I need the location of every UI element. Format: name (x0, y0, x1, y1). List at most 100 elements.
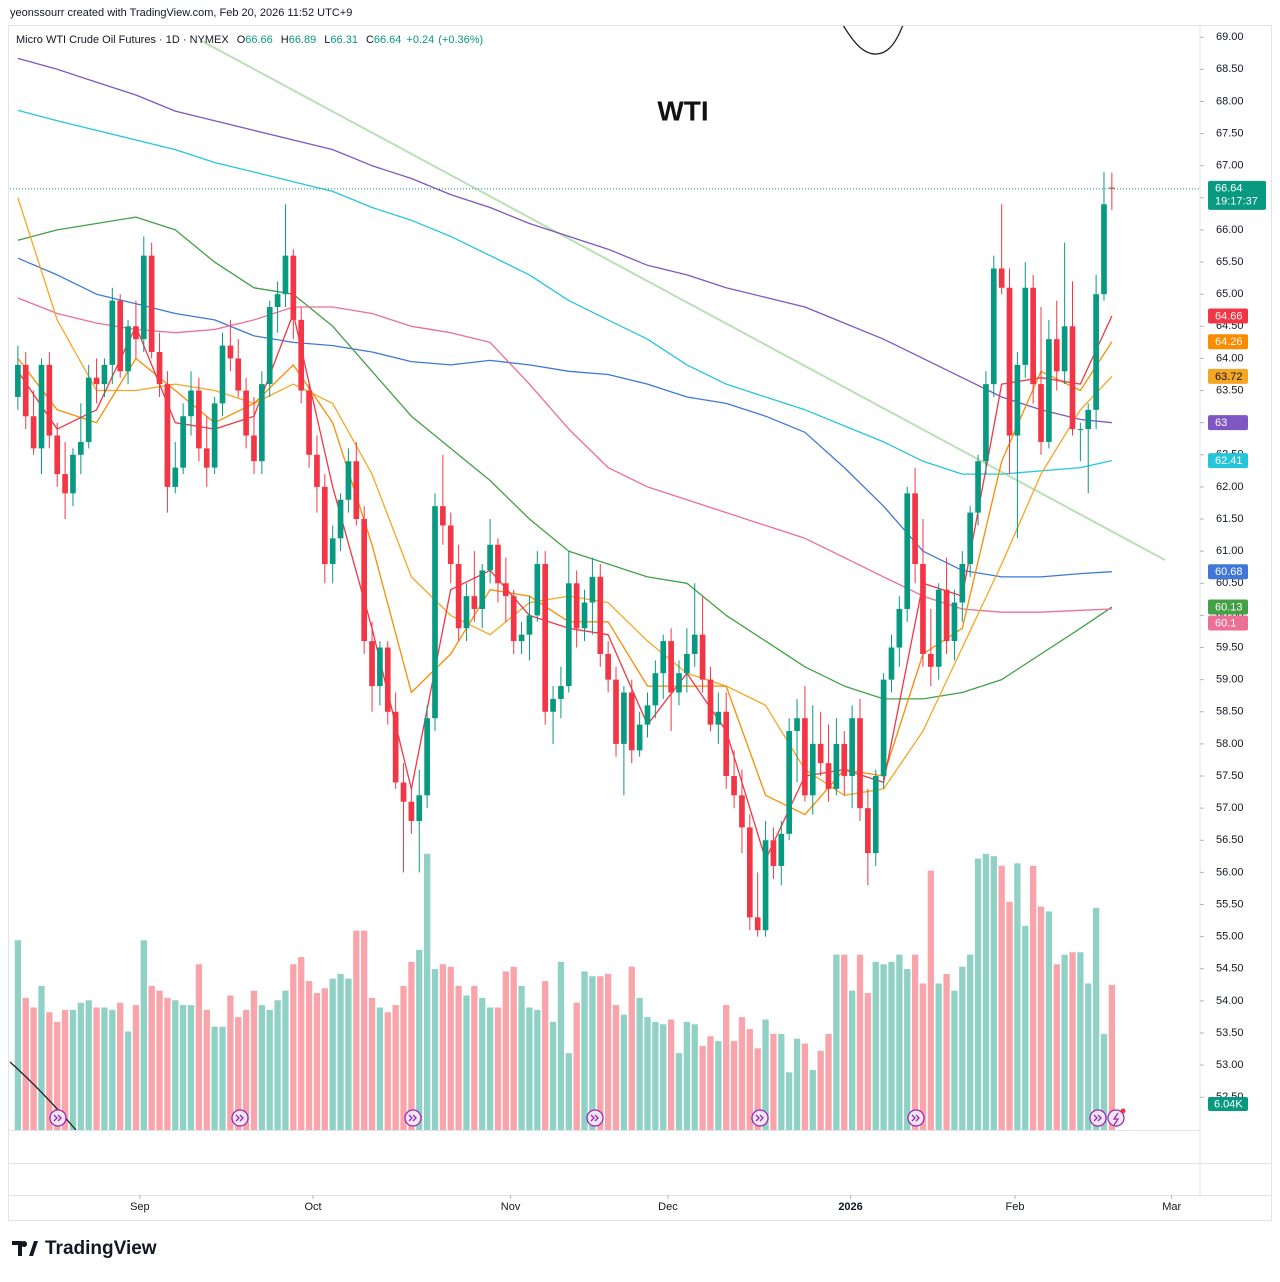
candle-body (809, 743, 816, 796)
event-icon[interactable] (231, 1109, 249, 1127)
volume-bar (628, 966, 635, 1130)
candle-body (565, 583, 572, 687)
volume-bar (951, 990, 958, 1130)
y-tick-label: 54.50 (1216, 963, 1244, 975)
change-percent: (+0.36%) (438, 34, 483, 46)
event-icon[interactable] (404, 1109, 422, 1127)
candle-body (872, 776, 879, 854)
y-tick-label: 53.00 (1216, 1059, 1244, 1071)
volume-bar (612, 1005, 620, 1130)
volume-bar (589, 976, 596, 1130)
candle-body (990, 268, 997, 385)
volume-bar (77, 1002, 84, 1130)
volume-bar (982, 853, 990, 1130)
volume-bar (864, 993, 872, 1130)
y-tick-label: 59.50 (1216, 641, 1244, 653)
candle-body (70, 454, 76, 494)
candle-body (109, 300, 116, 365)
volume-bar (888, 961, 895, 1130)
y-tick-label: 64.00 (1216, 352, 1244, 364)
candle-body (30, 416, 37, 449)
candle-body (707, 679, 714, 725)
y-tick-label: 55.00 (1216, 931, 1244, 943)
volume-bar (597, 976, 604, 1130)
candle-body (1101, 204, 1107, 295)
candle-body (573, 583, 580, 629)
candle-body (613, 679, 619, 744)
candle-body (746, 827, 753, 918)
event-icon[interactable] (1107, 1109, 1125, 1127)
frame (8, 25, 1272, 1221)
candle-body (542, 564, 549, 712)
candle-body (1030, 287, 1036, 385)
volume-bar (30, 1007, 37, 1130)
event-icon[interactable] (907, 1109, 925, 1127)
candle-body (337, 499, 344, 539)
volume-bar (856, 954, 864, 1130)
candle-body (298, 319, 305, 391)
volume-bar (817, 1050, 824, 1130)
volume-bar (447, 966, 454, 1130)
candle-body (589, 576, 596, 603)
volume-bar (707, 1036, 714, 1130)
candle-body (495, 544, 501, 584)
volume-bar (329, 978, 336, 1130)
ma-flag (1208, 308, 1248, 324)
price-flag (1208, 180, 1266, 210)
event-icon[interactable] (1089, 1109, 1107, 1127)
ma-flag (1208, 334, 1248, 350)
volume-bar (660, 1024, 667, 1130)
candle-layer (15, 172, 1115, 937)
candle-body (1014, 364, 1021, 436)
candle-body (203, 448, 210, 468)
volume-bar (211, 1026, 218, 1130)
candle-body (432, 506, 438, 719)
candle-body (1093, 294, 1099, 410)
volume-bar (605, 973, 612, 1130)
moving-average (17, 257, 1112, 578)
candle-body (321, 486, 328, 565)
volume-bar (282, 990, 289, 1130)
volume-bar (998, 865, 1005, 1130)
volume-bar (1053, 964, 1060, 1130)
volume-bar (644, 1017, 651, 1130)
candle-body (243, 390, 249, 436)
price-axis: 69.0068.5068.0067.5067.0066.5066.0065.50… (1200, 31, 1244, 1103)
candle-body (652, 673, 659, 706)
volume-bar (1045, 911, 1053, 1130)
volume-bar (416, 949, 423, 1130)
candle-body (1006, 287, 1013, 436)
candle-body (865, 808, 871, 854)
candle-body (1038, 384, 1044, 442)
event-icons (49, 1109, 1125, 1127)
candle-body (266, 307, 273, 385)
volume-bar (990, 856, 997, 1130)
symbol: Micro WTI Crude Oil Futures · 1D · NYMEX (16, 34, 229, 46)
candle-body (101, 364, 108, 385)
volume-bar (581, 971, 588, 1130)
volume-bar (431, 969, 439, 1130)
event-icon[interactable] (49, 1109, 67, 1127)
candle-body (392, 711, 399, 783)
volume-bar (227, 995, 234, 1130)
volume-bar (793, 1038, 801, 1130)
candle-body (46, 364, 53, 436)
y-tick-label: 69.00 (1216, 31, 1244, 43)
volume-bar (809, 1069, 816, 1130)
candle-body (314, 454, 320, 487)
candle-body (22, 364, 29, 417)
candle-body (15, 364, 21, 397)
ma-flag (1208, 615, 1248, 631)
attribution: yeonssourr created with TradingView.com,… (10, 7, 352, 19)
candle-body (463, 596, 470, 629)
volume-bar (290, 964, 297, 1130)
candle-body (558, 686, 564, 699)
candle-body (904, 493, 911, 609)
x-tick-label: 2026 (838, 1201, 862, 1213)
volume-bar (502, 971, 509, 1130)
y-tick-label: 61.00 (1216, 545, 1244, 557)
volume-bar (549, 1021, 557, 1130)
event-icon[interactable] (586, 1109, 604, 1127)
candle-body (825, 763, 832, 789)
event-icon[interactable] (751, 1109, 769, 1127)
